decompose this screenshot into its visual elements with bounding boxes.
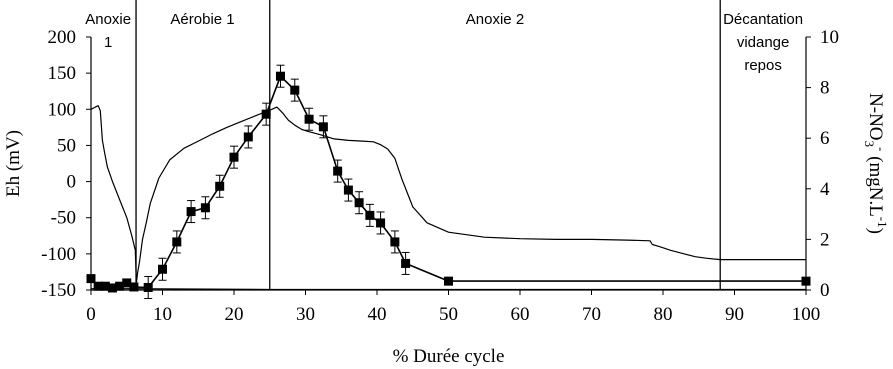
data-point-marker bbox=[318, 122, 328, 132]
data-point-marker bbox=[158, 264, 167, 274]
left-y-axis-title: Eh (mV) bbox=[3, 130, 24, 197]
data-point-marker bbox=[801, 276, 811, 286]
phase-label-line: 1 bbox=[104, 34, 112, 51]
data-point-marker bbox=[354, 198, 364, 208]
data-point-marker bbox=[122, 278, 132, 288]
x-tick-label: 0 bbox=[86, 304, 96, 325]
x-tick-label: 20 bbox=[225, 304, 244, 325]
right-title-unit-superscript: -1 bbox=[875, 217, 890, 228]
right-y-tick-label: 4 bbox=[820, 179, 830, 200]
right-title-unit: (mgN.L bbox=[865, 151, 886, 216]
phase-label: Anoxie 2 bbox=[466, 11, 524, 28]
right-title-superscript: - bbox=[874, 147, 889, 151]
right-title-subscript: 3 bbox=[862, 141, 877, 148]
x-axis-title: % Durée cycle bbox=[393, 346, 505, 367]
axes: 0 10 20 30 40 50 60 70 80 90 100-150-100-500501001… bbox=[41, 27, 839, 325]
axis-titles: % Durée cycle Eh (mV) N-NO3- (mgN.L-1) bbox=[3, 93, 890, 367]
right-title-unit-close: ) bbox=[865, 228, 886, 234]
series-line-0 bbox=[90, 105, 806, 284]
left-y-tick-label: 50 bbox=[57, 135, 76, 156]
data-point-marker bbox=[172, 237, 182, 247]
data-point-marker bbox=[333, 166, 343, 176]
x-tick-label: 30 bbox=[296, 304, 315, 325]
series-line-2 bbox=[91, 288, 806, 291]
data-point-marker bbox=[261, 109, 271, 119]
data-point-marker bbox=[275, 71, 285, 81]
x-tick-label: 50 bbox=[439, 304, 458, 325]
x-tick-label: 40 bbox=[368, 304, 387, 325]
data-point-marker bbox=[115, 281, 125, 291]
data-point-marker bbox=[215, 181, 225, 191]
data-point-marker bbox=[129, 282, 139, 292]
data-point-marker bbox=[343, 185, 353, 195]
right-y-tick-label: 8 bbox=[820, 78, 830, 99]
data-point-marker bbox=[100, 281, 110, 291]
left-y-tick-label: -50 bbox=[51, 208, 76, 229]
x-tick-label: 80 bbox=[654, 304, 673, 325]
right-y-tick-label: 0 bbox=[820, 280, 830, 301]
phase-label: Décantation vidange repos bbox=[723, 11, 803, 74]
right-title-base: N-NO bbox=[865, 93, 886, 141]
data-point-marker bbox=[304, 114, 314, 124]
left-y-tick-label: -150 bbox=[41, 280, 76, 301]
series-line-1 bbox=[90, 75, 806, 289]
data-point-marker bbox=[290, 85, 300, 95]
right-y-tick-label: 6 bbox=[820, 128, 830, 149]
data-point-marker bbox=[401, 258, 411, 268]
phase-labels: Anoxie 1 Aérobie 1 Anoxie 2 Décantation vidan… bbox=[85, 0, 803, 290]
left-y-tick-label: -100 bbox=[41, 244, 76, 265]
phase-label: Aérobie 1 bbox=[170, 11, 234, 28]
data-point-marker bbox=[390, 237, 400, 247]
phase-label-line: vidange bbox=[737, 34, 790, 51]
right-y-tick-label: 10 bbox=[820, 27, 839, 48]
phase-label-line: repos bbox=[744, 57, 782, 74]
phase-label-line: Décantation bbox=[723, 11, 803, 28]
data-point-marker bbox=[229, 152, 239, 162]
data-point-marker bbox=[107, 283, 117, 293]
phase-label-line: Anoxie bbox=[85, 11, 131, 28]
left-y-tick-label: 200 bbox=[48, 27, 77, 48]
left-y-tick-label: 100 bbox=[48, 99, 77, 120]
right-y-axis-title: N-NO3- (mgN.L-1) bbox=[862, 93, 890, 234]
data-point-marker bbox=[86, 274, 96, 284]
x-tick-label: 70 bbox=[582, 304, 601, 325]
x-tick-label: 10 bbox=[153, 304, 172, 325]
phase-label-line: Anoxie 2 bbox=[466, 11, 524, 28]
x-tick-label: 60 bbox=[511, 304, 530, 325]
x-tick-label: 90 bbox=[725, 304, 744, 325]
left-y-tick-label: 150 bbox=[48, 63, 77, 84]
data-point-marker bbox=[376, 218, 386, 228]
data-point-marker bbox=[143, 282, 153, 292]
phase-label-line: Aérobie 1 bbox=[170, 11, 234, 28]
data-point-marker bbox=[186, 207, 196, 217]
left-y-tick-label: 0 bbox=[67, 172, 77, 193]
series-layer bbox=[86, 64, 811, 299]
right-y-tick-label: 2 bbox=[820, 229, 830, 250]
data-point-marker bbox=[243, 132, 253, 142]
data-point-marker bbox=[200, 203, 210, 213]
data-point-marker bbox=[93, 281, 103, 291]
phase-label: Anoxie 1 bbox=[85, 11, 131, 51]
x-tick-label: 100 bbox=[792, 304, 821, 325]
data-point-marker bbox=[444, 276, 453, 286]
data-point-marker bbox=[365, 210, 375, 220]
